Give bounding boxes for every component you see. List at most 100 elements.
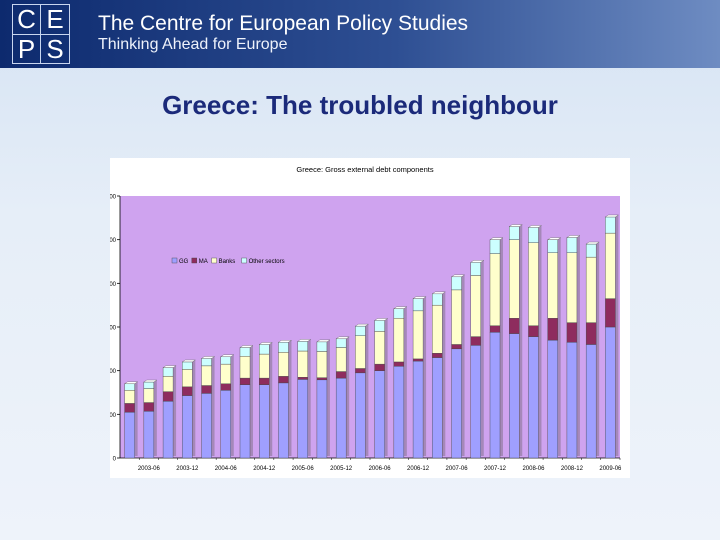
bar-segment-side xyxy=(423,308,427,357)
bar-segment xyxy=(547,252,558,319)
bar-segment xyxy=(201,358,212,367)
legend-swatch xyxy=(191,257,198,264)
bar-segment xyxy=(239,384,251,459)
bar-segment-side xyxy=(307,375,311,378)
legend-label: Banks xyxy=(219,259,236,265)
logo-letter: E xyxy=(41,5,69,35)
bar-segment xyxy=(259,353,270,379)
x-tick-label: 2008-12 xyxy=(561,466,584,472)
bar-segment xyxy=(432,293,443,306)
bar-segment xyxy=(259,377,270,385)
header-banner: C E P S The Centre for European Policy S… xyxy=(0,0,720,68)
bar-segment-side xyxy=(230,388,234,456)
bar-top-face xyxy=(547,237,562,240)
bar-segment-side xyxy=(384,318,388,330)
bar-segment xyxy=(297,341,308,352)
org-tagline: Thinking Ahead for Europe xyxy=(98,36,288,53)
bar-segment xyxy=(509,226,520,240)
bar-segment xyxy=(335,347,347,372)
x-tick-label: 2006-06 xyxy=(369,466,392,472)
bar-segment xyxy=(335,371,347,379)
bar-segment xyxy=(451,276,462,291)
bar-segment-side xyxy=(269,376,273,383)
bar-segment-side xyxy=(557,237,561,251)
bar-segment xyxy=(259,344,270,355)
bar-segment-side xyxy=(538,225,542,241)
bar-segment xyxy=(278,352,289,377)
bar-segment xyxy=(451,344,462,350)
bar-segment xyxy=(162,391,174,402)
bar-segment xyxy=(585,322,597,345)
bar-segment-side xyxy=(461,346,465,456)
bar-segment-side xyxy=(230,362,234,382)
bar-segment xyxy=(239,377,251,385)
legend-label: Other sectors xyxy=(249,259,285,265)
bar-segment-side xyxy=(423,356,427,360)
bar-top-face xyxy=(297,339,312,342)
bar-segment xyxy=(278,376,289,384)
legend-swatch xyxy=(211,257,217,264)
bar-segment xyxy=(143,411,155,459)
bar-segment-side xyxy=(480,260,484,274)
bar-segment xyxy=(143,388,155,403)
bar-top-face xyxy=(431,291,446,294)
x-tick-label: 2004-06 xyxy=(215,466,238,472)
bar-top-face xyxy=(374,318,389,321)
bar-segment xyxy=(432,357,443,459)
bar-segment-side xyxy=(192,384,196,394)
bar-segment-side xyxy=(346,369,350,377)
bar-segment-side xyxy=(307,349,311,376)
bar-segment xyxy=(547,339,558,459)
bar-segment-side xyxy=(500,330,503,456)
bar-segment-side xyxy=(153,386,157,401)
bar-segment-side xyxy=(480,343,484,456)
bar-top-face xyxy=(124,381,139,384)
bar-segment-side xyxy=(365,324,369,334)
bar-segment xyxy=(124,411,135,459)
bar-top-face xyxy=(201,356,216,359)
chart-title: Greece: Gross external debt components xyxy=(296,165,433,174)
bar-segment-side xyxy=(307,339,311,350)
bar-segment xyxy=(393,308,405,319)
bar-segment xyxy=(316,379,328,459)
bar-segment-side xyxy=(538,240,542,324)
x-tick-label: 2009-06 xyxy=(599,466,622,472)
bar-segment-side xyxy=(346,376,350,456)
bar-segment-side xyxy=(615,296,619,325)
bar-top-face xyxy=(527,225,542,228)
bar-segment-side xyxy=(192,359,196,368)
bar-top-face xyxy=(412,296,427,299)
bar-segment xyxy=(470,262,481,276)
bar-segment-side xyxy=(576,320,580,341)
bar-segment-side xyxy=(596,242,600,256)
bar-segment-side xyxy=(461,287,465,343)
legend-label: MA xyxy=(199,259,208,265)
bar-segment-side xyxy=(519,224,523,238)
bar-segment-side xyxy=(538,323,542,335)
bar-segment xyxy=(547,239,558,253)
bar-segment-side xyxy=(461,342,465,347)
bar-segment-side xyxy=(288,374,292,381)
bar-segment xyxy=(489,239,501,254)
bar-top-face xyxy=(143,379,158,383)
bar-segment-side xyxy=(269,352,273,377)
bar-segment-side xyxy=(557,338,561,456)
bar-segment-side xyxy=(192,393,196,456)
bar-segment xyxy=(182,369,193,388)
bar-segment-side xyxy=(153,380,157,387)
logo-letter: C xyxy=(13,5,41,35)
bar-top-face xyxy=(508,224,523,227)
bar-segment xyxy=(509,318,520,334)
legend-swatch xyxy=(171,257,178,264)
bar-segment xyxy=(566,252,578,323)
bar-top-face xyxy=(354,323,369,327)
x-tick-label: 2004-12 xyxy=(253,466,276,472)
x-tick-label: 2007-06 xyxy=(446,466,469,472)
bar-segment-side xyxy=(134,388,138,402)
legend-label: GG xyxy=(179,259,189,265)
bar-segment-side xyxy=(211,356,215,364)
bar-segment-side xyxy=(288,350,292,375)
bar-segment xyxy=(605,216,616,234)
bar-top-face xyxy=(566,235,581,238)
x-tick-label: 2003-12 xyxy=(176,466,199,472)
